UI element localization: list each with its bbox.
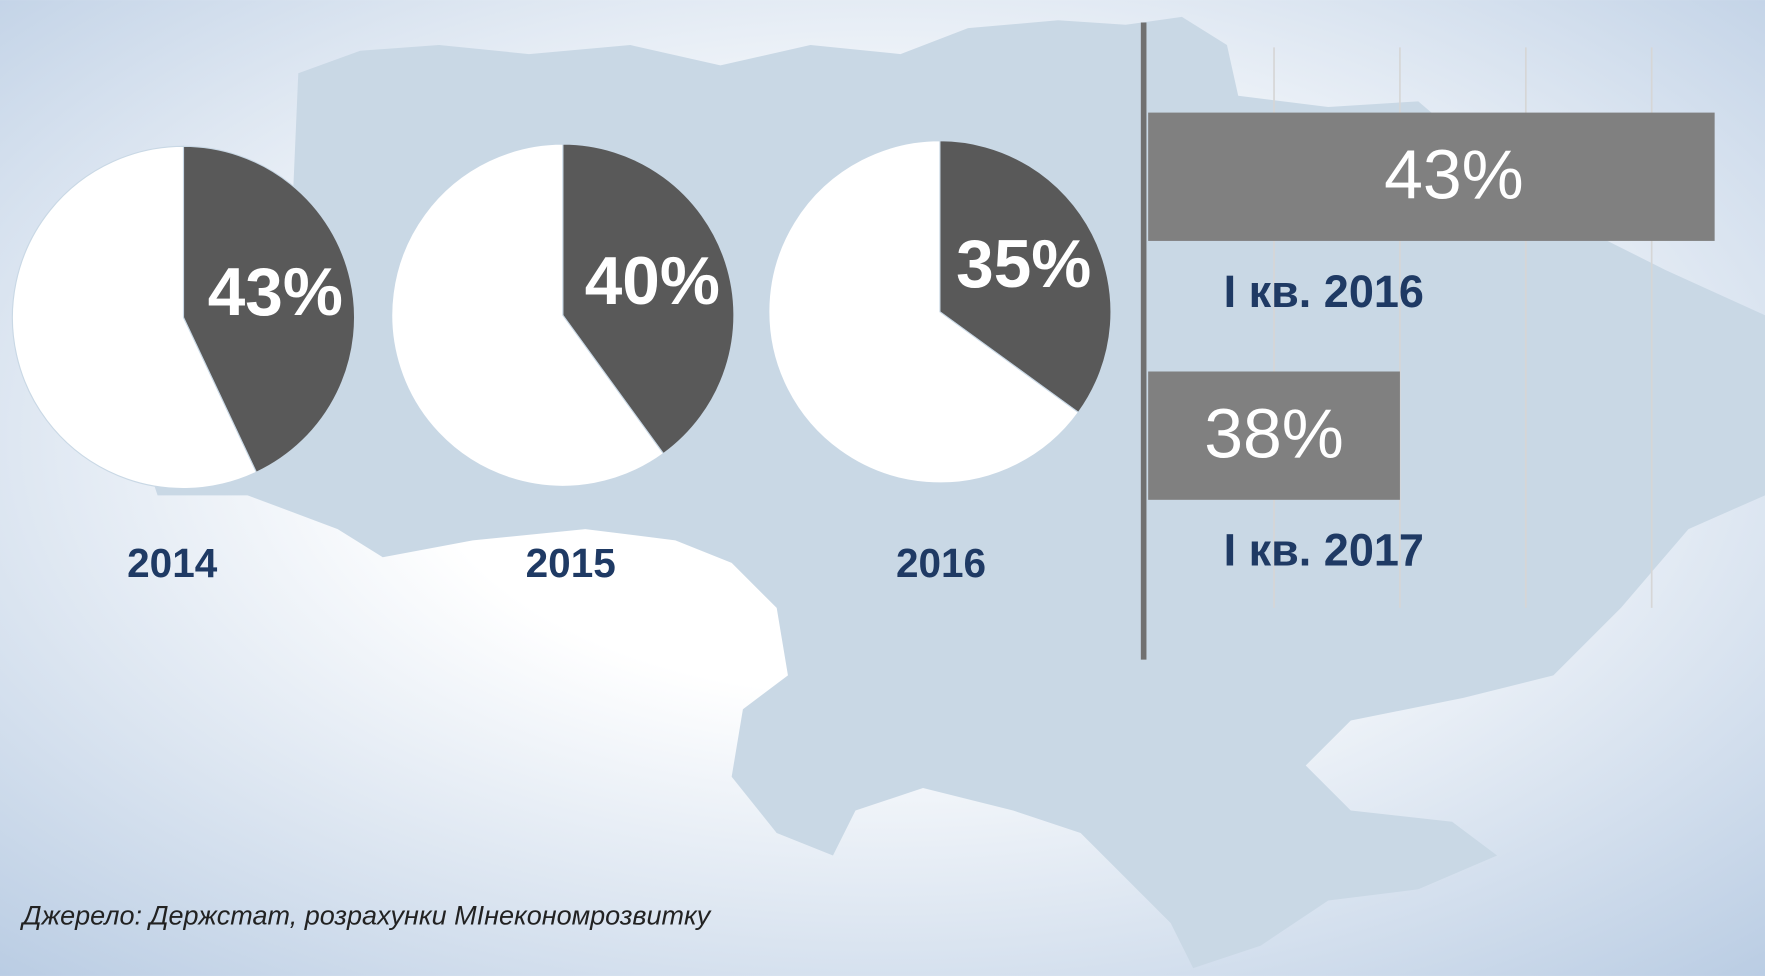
pie-slice xyxy=(11,145,258,490)
slice-label: 40% xyxy=(585,244,720,319)
bar xyxy=(1148,371,1400,500)
category-label: І кв. 2017 xyxy=(1224,525,1424,576)
bar xyxy=(1148,112,1715,241)
bar-value-label: 38% xyxy=(1204,394,1344,472)
category-label: І кв. 2016 xyxy=(1224,266,1424,317)
slice-label: 43% xyxy=(208,255,343,330)
pie-slice xyxy=(182,145,356,474)
year-label: 2014 xyxy=(127,540,218,586)
year-label: 2016 xyxy=(896,540,986,586)
pie-slice xyxy=(562,143,735,455)
pie-slice xyxy=(391,143,665,487)
slice-label: 35% xyxy=(956,227,1091,302)
year-label: 2015 xyxy=(526,540,616,586)
source-note: Джерело: Держстат, розрахунки МІнекономр… xyxy=(20,901,712,931)
bar-value-label: 43% xyxy=(1384,136,1524,214)
pie-slice xyxy=(768,140,1080,484)
pie-slice xyxy=(939,140,1112,414)
